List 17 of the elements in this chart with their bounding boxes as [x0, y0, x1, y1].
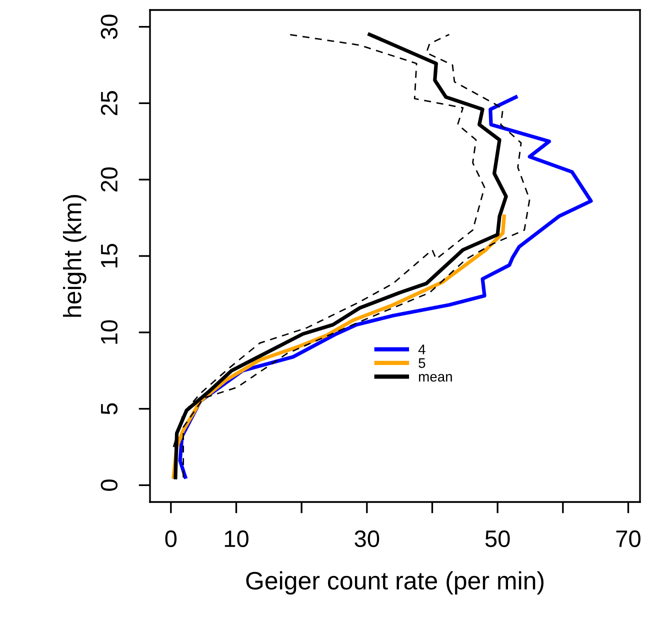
y-tick-label: 15	[101, 244, 118, 268]
x-tick-label: 0	[165, 530, 177, 548]
legend-label: mean	[418, 374, 452, 382]
y-tick-label: 30	[100, 14, 118, 40]
y-tick-label: 5	[101, 403, 118, 414]
x-tick-label: 70	[616, 530, 640, 548]
y-axis-title: height (km)	[63, 195, 86, 317]
legend-label: 5	[418, 358, 426, 368]
y-tick-label: 20	[100, 167, 118, 192]
y-tick-label: 25	[100, 91, 118, 116]
legend-label: 4	[418, 344, 426, 354]
x-tick-label: 10	[224, 530, 248, 548]
y-tick-label: 0	[100, 480, 118, 491]
y-tick-label: 10	[100, 320, 118, 344]
x-axis-title: Geiger count rate (per min)	[246, 571, 544, 595]
x-tick-label: 50	[485, 530, 510, 548]
x-tick-label: 30	[354, 530, 380, 548]
